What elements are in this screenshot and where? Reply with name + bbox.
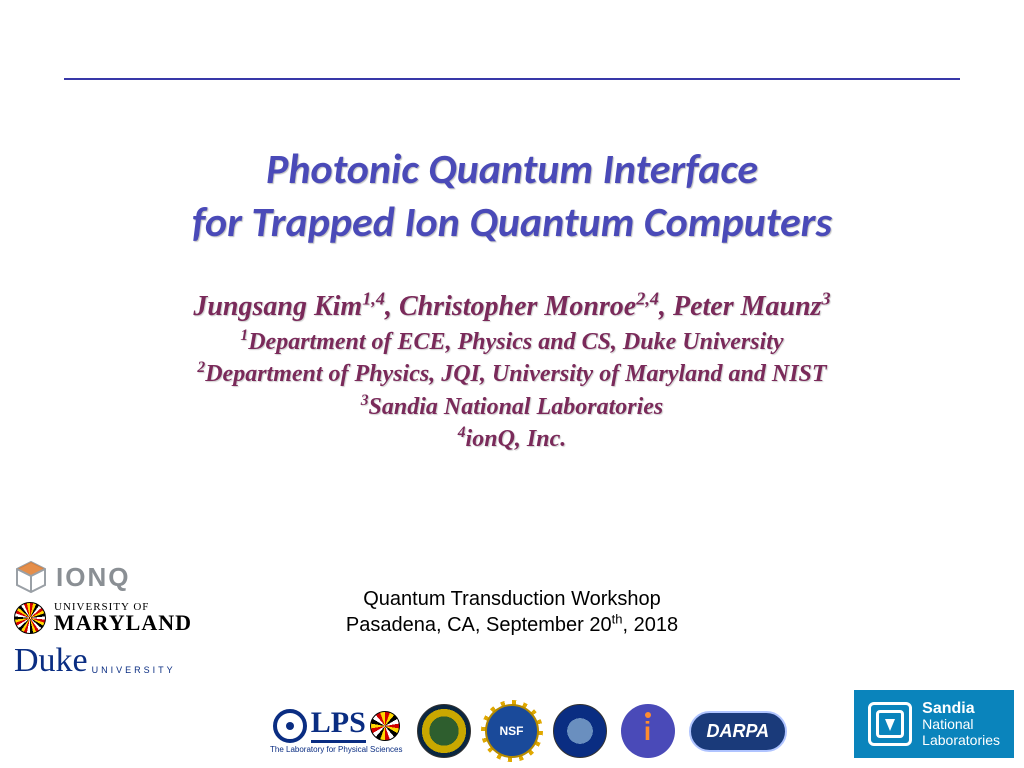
- affiliation-2-text: Department of Physics, JQI, University o…: [205, 361, 826, 387]
- authors-affiliations-block: Jungsang Kim1,4, Christopher Monroe2,4, …: [0, 288, 1024, 455]
- affiliation-1-text: Department of ECE, Physics and CS, Duke …: [248, 329, 783, 355]
- affiliation-3-text: Sandia National Laboratories: [369, 394, 664, 420]
- author-3-sup: 3: [822, 289, 831, 309]
- sandia-line-2: National: [922, 717, 1000, 732]
- umd-text-bottom: MARYLAND: [54, 613, 192, 634]
- ionq-logo: IONQ: [14, 560, 192, 594]
- ionq-text: IONQ: [56, 562, 130, 593]
- army-badge-icon: [417, 704, 471, 758]
- author-2-sup: 2,4: [636, 289, 659, 309]
- logos-bottom-row: LPS The Laboratory for Physical Sciences…: [270, 704, 787, 758]
- umd-logo: UNIVERSITY OF MARYLAND: [14, 602, 192, 634]
- duke-sub: UNIVERSITY: [92, 665, 176, 680]
- sandia-line-3: Laboratories: [922, 733, 1000, 748]
- duke-logo: Duke UNIVERSITY: [14, 642, 192, 680]
- iarpa-glyph: i: [644, 716, 651, 747]
- nsf-badge-icon: NSF: [485, 704, 539, 758]
- umd-seal-icon: [14, 602, 46, 634]
- iarpa-badge-icon: i: [621, 704, 675, 758]
- venue-line-2-pre: Pasadena, CA, September 20: [346, 614, 612, 636]
- venue-line-2-sup: th: [612, 611, 623, 626]
- author-2: , Christopher Monroe: [385, 291, 636, 322]
- darpa-logo: DARPA: [689, 711, 788, 752]
- sandia-logo-box: Sandia National Laboratories: [854, 690, 1014, 758]
- authors-line: Jungsang Kim1,4, Christopher Monroe2,4, …: [0, 288, 1024, 326]
- nsf-label: NSF: [500, 724, 524, 738]
- horizontal-rule: [64, 78, 960, 80]
- author-3: , Peter Maunz: [659, 291, 822, 322]
- author-1: Jungsang Kim: [193, 291, 362, 322]
- lps-ring-icon: [273, 709, 307, 743]
- affiliation-4-sup: 4: [458, 424, 466, 441]
- sandia-mark-icon: [868, 702, 912, 746]
- affiliation-1: 1Department of ECE, Physics and CS, Duke…: [0, 326, 1024, 358]
- affiliation-3: 3Sandia National Laboratories: [0, 391, 1024, 423]
- sandia-line-1: Sandia: [922, 700, 1000, 718]
- author-1-sup: 1,4: [362, 289, 385, 309]
- afosr-badge-icon: [553, 704, 607, 758]
- title-line-1: Photonic Quantum Interface: [0, 144, 1024, 197]
- affiliation-3-sup: 3: [361, 392, 369, 409]
- title-line-2: for Trapped Ion Quantum Computers: [0, 197, 1024, 250]
- lps-text: LPS: [311, 708, 366, 743]
- duke-word: Duke: [14, 642, 88, 680]
- ionq-cube-icon: [14, 560, 48, 594]
- lps-seal-icon: [370, 711, 400, 741]
- lps-logo: LPS The Laboratory for Physical Sciences: [270, 708, 403, 754]
- logos-left-column: IONQ UNIVERSITY OF MARYLAND Duke UNIVERS…: [14, 560, 192, 680]
- affiliation-4-text: ionQ, Inc.: [466, 426, 567, 452]
- lps-subtext: The Laboratory for Physical Sciences: [270, 745, 403, 754]
- affiliation-2: 2Department of Physics, JQI, University …: [0, 358, 1024, 390]
- title-block: Photonic Quantum Interface for Trapped I…: [0, 144, 1024, 249]
- affiliation-4: 4ionQ, Inc.: [0, 423, 1024, 455]
- venue-line-2-post: , 2018: [622, 614, 678, 636]
